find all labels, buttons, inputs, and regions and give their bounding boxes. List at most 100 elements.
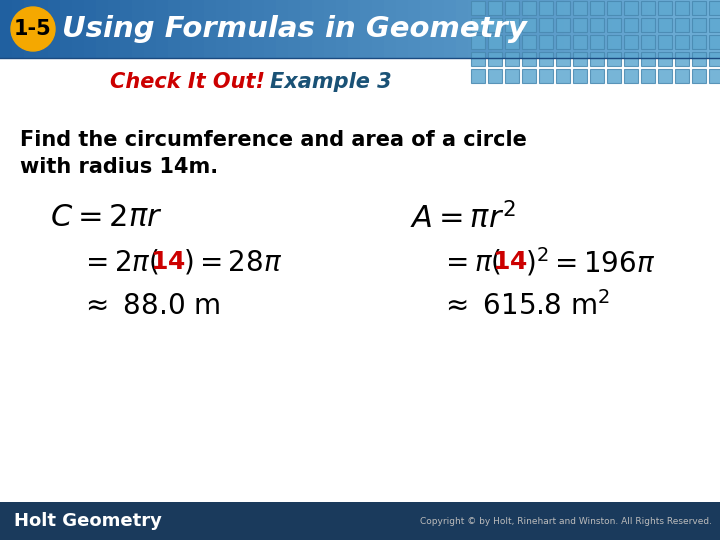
FancyBboxPatch shape [539,69,553,83]
Polygon shape [672,0,684,58]
Text: $\mathit{A}=\pi \mathit{r}^{2}$: $\mathit{A}=\pi \mathit{r}^{2}$ [410,202,516,234]
FancyBboxPatch shape [607,35,621,49]
FancyBboxPatch shape [573,69,587,83]
FancyBboxPatch shape [573,35,587,49]
FancyBboxPatch shape [590,52,604,66]
FancyBboxPatch shape [471,35,485,49]
FancyBboxPatch shape [607,69,621,83]
Polygon shape [360,0,372,58]
Polygon shape [192,0,204,58]
Text: with radius 14m.: with radius 14m. [20,157,218,177]
Polygon shape [276,0,288,58]
Text: $=\pi($: $=\pi($ [440,247,501,276]
Polygon shape [660,0,672,58]
FancyBboxPatch shape [675,35,689,49]
Polygon shape [132,0,144,58]
FancyBboxPatch shape [624,1,638,15]
FancyBboxPatch shape [590,1,604,15]
Polygon shape [492,0,504,58]
FancyBboxPatch shape [675,18,689,32]
Polygon shape [636,0,648,58]
Polygon shape [204,0,216,58]
FancyBboxPatch shape [692,1,706,15]
Polygon shape [12,0,24,58]
Polygon shape [156,0,168,58]
FancyBboxPatch shape [658,69,672,83]
Polygon shape [144,0,156,58]
FancyBboxPatch shape [573,52,587,66]
FancyBboxPatch shape [590,69,604,83]
Text: 1-5: 1-5 [14,19,52,39]
FancyBboxPatch shape [624,35,638,49]
FancyBboxPatch shape [624,18,638,32]
Polygon shape [528,0,540,58]
Polygon shape [612,0,624,58]
Text: $\mathbf{14}$: $\mathbf{14}$ [492,250,528,274]
Polygon shape [384,0,396,58]
Polygon shape [48,0,60,58]
FancyBboxPatch shape [556,1,570,15]
Text: Example 3: Example 3 [270,72,392,92]
FancyBboxPatch shape [573,18,587,32]
FancyBboxPatch shape [607,1,621,15]
FancyBboxPatch shape [675,69,689,83]
Polygon shape [480,0,492,58]
Polygon shape [108,0,120,58]
Polygon shape [168,0,180,58]
FancyBboxPatch shape [505,52,519,66]
FancyBboxPatch shape [488,18,502,32]
FancyBboxPatch shape [692,52,706,66]
FancyBboxPatch shape [641,18,655,32]
Polygon shape [396,0,408,58]
FancyBboxPatch shape [590,35,604,49]
Text: $\approx$ 88.0 m: $\approx$ 88.0 m [80,292,220,320]
Polygon shape [408,0,420,58]
FancyBboxPatch shape [488,1,502,15]
FancyBboxPatch shape [471,18,485,32]
FancyBboxPatch shape [505,18,519,32]
FancyBboxPatch shape [539,1,553,15]
FancyBboxPatch shape [658,35,672,49]
FancyBboxPatch shape [556,52,570,66]
FancyBboxPatch shape [658,18,672,32]
Polygon shape [240,0,252,58]
FancyBboxPatch shape [505,1,519,15]
FancyBboxPatch shape [505,35,519,49]
Text: $\mathit{C}=2\pi \mathit{r}$: $\mathit{C}=2\pi \mathit{r}$ [50,204,163,233]
Polygon shape [120,0,132,58]
Polygon shape [372,0,384,58]
Polygon shape [516,0,528,58]
FancyBboxPatch shape [0,502,720,540]
FancyBboxPatch shape [556,18,570,32]
FancyBboxPatch shape [709,1,720,15]
FancyBboxPatch shape [641,35,655,49]
Polygon shape [348,0,360,58]
Text: Using Formulas in Geometry: Using Formulas in Geometry [62,15,527,43]
FancyBboxPatch shape [641,69,655,83]
Text: $)^{2}=196\pi$: $)^{2}=196\pi$ [525,246,655,279]
FancyBboxPatch shape [522,1,536,15]
Polygon shape [312,0,324,58]
FancyBboxPatch shape [624,52,638,66]
FancyBboxPatch shape [488,69,502,83]
FancyBboxPatch shape [522,35,536,49]
Polygon shape [252,0,264,58]
Text: $\approx$ 615.8 m$^{2}$: $\approx$ 615.8 m$^{2}$ [440,291,610,321]
FancyBboxPatch shape [692,69,706,83]
Text: Copyright © by Holt, Rinehart and Winston. All Rights Reserved.: Copyright © by Holt, Rinehart and Winsto… [420,516,712,525]
FancyBboxPatch shape [522,52,536,66]
FancyBboxPatch shape [505,69,519,83]
Polygon shape [96,0,108,58]
Text: Holt Geometry: Holt Geometry [14,512,162,530]
FancyBboxPatch shape [522,69,536,83]
Polygon shape [540,0,552,58]
Polygon shape [300,0,312,58]
Polygon shape [708,0,720,58]
Circle shape [11,7,55,51]
Polygon shape [564,0,576,58]
FancyBboxPatch shape [709,69,720,83]
Polygon shape [288,0,300,58]
FancyBboxPatch shape [522,18,536,32]
FancyBboxPatch shape [692,18,706,32]
Text: $= 2\pi($: $= 2\pi($ [80,247,159,276]
